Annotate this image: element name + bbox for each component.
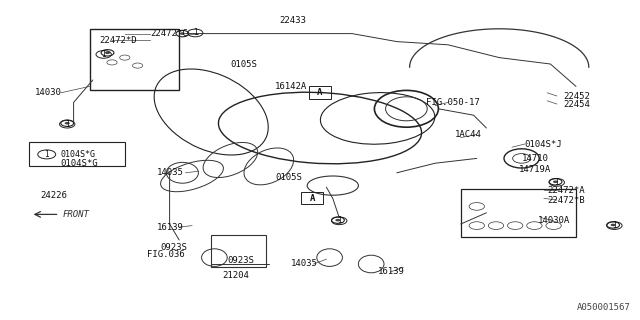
Text: 1: 1 — [337, 216, 342, 225]
Circle shape — [335, 219, 340, 221]
Text: 0923S: 0923S — [227, 256, 254, 265]
Text: 22452: 22452 — [563, 92, 590, 100]
Bar — [211, 235, 266, 267]
Text: 22472*B: 22472*B — [547, 196, 585, 204]
Circle shape — [611, 224, 616, 226]
Text: 0104S*J: 0104S*J — [525, 140, 563, 148]
Text: 1AC44: 1AC44 — [454, 130, 481, 139]
Circle shape — [553, 180, 558, 183]
Text: 16139: 16139 — [378, 268, 404, 276]
Text: 1: 1 — [612, 221, 617, 230]
Text: 14719A: 14719A — [518, 165, 550, 174]
Text: 21204: 21204 — [223, 271, 250, 280]
Text: 14035: 14035 — [157, 168, 184, 177]
Text: 1: 1 — [193, 28, 198, 37]
Text: 14710: 14710 — [522, 154, 548, 163]
Text: A050001567: A050001567 — [577, 303, 630, 312]
Text: 1: 1 — [65, 120, 70, 129]
Text: 0105S: 0105S — [275, 173, 302, 182]
Text: 22472*A: 22472*A — [547, 186, 585, 195]
Text: 0104S*G: 0104S*G — [61, 159, 99, 168]
Bar — [461, 189, 576, 237]
Text: 14030A: 14030A — [538, 216, 570, 225]
Text: 0923S: 0923S — [160, 244, 187, 252]
Text: FIG.036: FIG.036 — [147, 250, 185, 259]
Text: 22472*C: 22472*C — [150, 29, 188, 38]
Text: 0104S*G: 0104S*G — [61, 150, 96, 159]
Text: A: A — [317, 88, 323, 97]
Text: 1: 1 — [101, 50, 106, 59]
Circle shape — [180, 32, 185, 35]
Text: FRONT: FRONT — [63, 210, 90, 219]
Text: 24226: 24226 — [40, 191, 67, 200]
Text: FIG.050-17: FIG.050-17 — [426, 98, 479, 107]
Text: 14030: 14030 — [35, 88, 62, 97]
Circle shape — [65, 122, 70, 124]
Text: 0105S: 0105S — [230, 60, 257, 68]
Text: 1: 1 — [44, 150, 49, 159]
Text: 22433: 22433 — [280, 16, 307, 25]
Text: 1: 1 — [554, 178, 559, 187]
Text: 22472*D: 22472*D — [99, 36, 137, 44]
Text: 14035: 14035 — [291, 260, 318, 268]
Text: A: A — [310, 194, 315, 203]
Text: 16142A: 16142A — [275, 82, 307, 91]
Bar — [90, 29, 179, 90]
Text: 22454: 22454 — [563, 100, 590, 108]
Circle shape — [105, 52, 110, 54]
Text: 16139: 16139 — [157, 223, 184, 232]
